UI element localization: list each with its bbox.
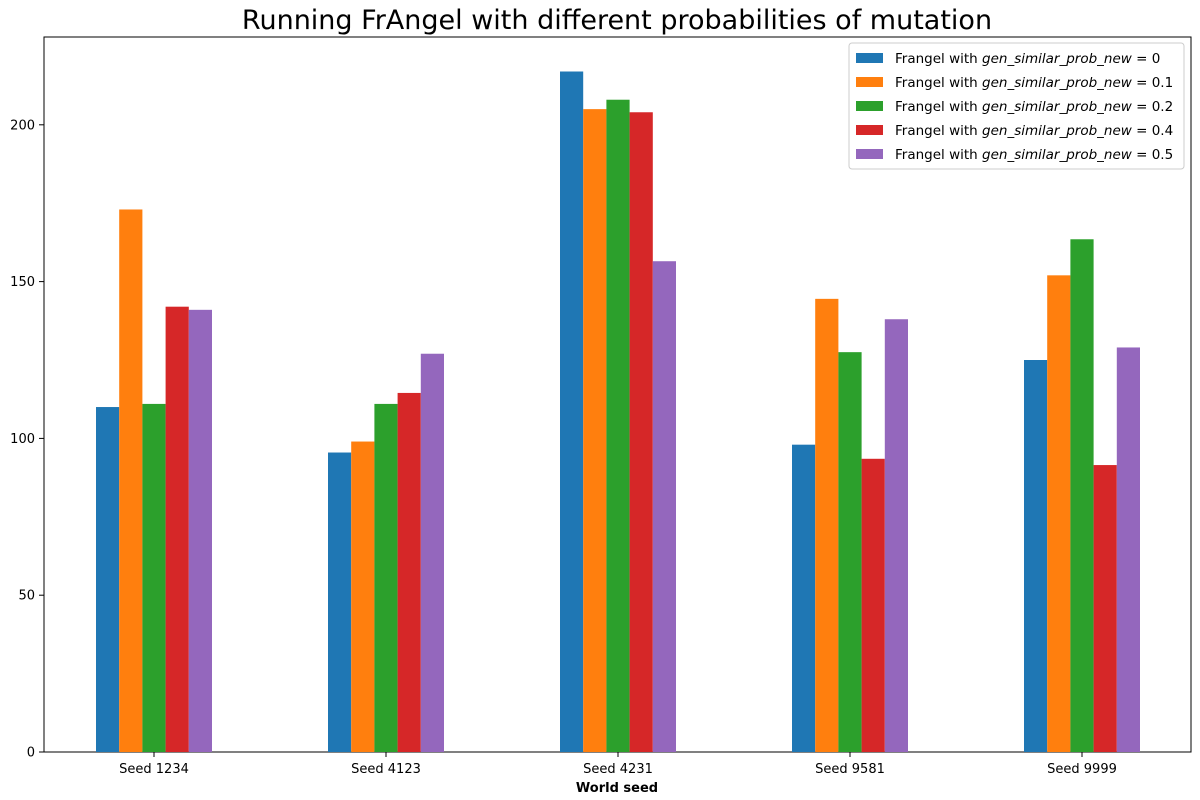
bar-series-3-cat-4 xyxy=(1093,465,1117,752)
y-tick-label: 150 xyxy=(10,275,35,290)
x-axis-label: World seed xyxy=(576,781,658,796)
bar-series-2-cat-1 xyxy=(374,403,398,752)
legend-entry-2: Frangel with gen_similar_prob_new = 0.2 xyxy=(895,99,1173,115)
legend-variable: gen_similar_prob_new xyxy=(982,123,1133,139)
bar-series-2-cat-4 xyxy=(1070,239,1094,752)
legend-prefix: Frangel with xyxy=(895,123,982,139)
bar-series-4-cat-3 xyxy=(884,319,908,752)
legend-swatch-0 xyxy=(856,53,883,63)
bar-series-2-cat-2 xyxy=(606,99,630,753)
legend-variable: gen_similar_prob_new xyxy=(982,147,1133,163)
bar-series-4-cat-1 xyxy=(420,353,444,752)
bar-series-0-cat-2 xyxy=(560,71,584,752)
bar-series-3-cat-2 xyxy=(629,112,653,752)
bar-series-1-cat-3 xyxy=(815,298,839,752)
y-tick-label: 100 xyxy=(10,432,35,447)
legend-swatch-4 xyxy=(856,149,883,159)
x-tick-label: Seed 9581 xyxy=(815,762,885,777)
legend-swatch-2 xyxy=(856,101,883,111)
bar-series-1-cat-0 xyxy=(119,209,143,753)
bar-series-1-cat-4 xyxy=(1047,275,1071,752)
legend-variable: gen_similar_prob_new xyxy=(982,51,1133,67)
legend-variable: gen_similar_prob_new xyxy=(982,99,1133,115)
y-tick-label: 50 xyxy=(18,589,35,604)
bar-series-4-cat-0 xyxy=(188,309,212,752)
legend-suffix: = 0.5 xyxy=(1132,147,1173,163)
legend-prefix: Frangel with xyxy=(895,147,982,163)
legend-box xyxy=(848,42,1185,170)
x-tick-label: Seed 4123 xyxy=(351,762,421,777)
bar-series-0-cat-0 xyxy=(96,407,120,752)
legend-swatch-3 xyxy=(856,125,883,135)
legend-suffix: = 0.1 xyxy=(1132,75,1173,91)
y-axis: 0 50 100 150 200 xyxy=(10,118,44,761)
bar-series-3-cat-3 xyxy=(861,458,885,752)
legend-entry-1: Frangel with gen_similar_prob_new = 0.1 xyxy=(895,75,1173,91)
y-tick-label: 0 xyxy=(27,746,35,761)
bar-series-4-cat-4 xyxy=(1116,347,1140,752)
legend-entry-4: Frangel with gen_similar_prob_new = 0.5 xyxy=(895,147,1173,163)
legend-prefix: Frangel with xyxy=(895,99,982,115)
bar-series-3-cat-0 xyxy=(165,306,189,752)
x-tick-label: Seed 9999 xyxy=(1047,762,1117,777)
bar-series-2-cat-0 xyxy=(142,403,166,752)
chart-title: Running FrAngel with different probabili… xyxy=(242,5,992,36)
legend-entry-0: Frangel with gen_similar_prob_new = 0 xyxy=(895,51,1160,67)
bar-series-1-cat-2 xyxy=(583,109,607,752)
legend-swatch-1 xyxy=(856,77,883,87)
legend-prefix: Frangel with xyxy=(895,51,982,67)
bars-layer xyxy=(96,71,1140,753)
legend: Frangel with gen_similar_prob_new = 0Fra… xyxy=(848,42,1185,170)
legend-prefix: Frangel with xyxy=(895,75,982,91)
bar-series-0-cat-4 xyxy=(1024,360,1048,752)
legend-entry-3: Frangel with gen_similar_prob_new = 0.4 xyxy=(895,123,1173,139)
legend-suffix: = 0.4 xyxy=(1132,123,1173,139)
bar-series-4-cat-2 xyxy=(652,261,676,752)
bar-series-3-cat-1 xyxy=(397,392,421,752)
y-tick-label: 200 xyxy=(10,118,35,133)
bar-series-0-cat-3 xyxy=(792,444,816,752)
bar-series-2-cat-3 xyxy=(838,352,862,752)
legend-suffix: = 0 xyxy=(1132,51,1160,67)
x-axis: Seed 1234 Seed 4123 Seed 4231 Seed 9581 Seed… xyxy=(119,752,1117,777)
legend-suffix: = 0.2 xyxy=(1132,99,1173,115)
x-tick-label: Seed 4231 xyxy=(583,762,653,777)
bar-series-1-cat-1 xyxy=(351,441,375,752)
legend-variable: gen_similar_prob_new xyxy=(982,75,1133,91)
bar-series-0-cat-1 xyxy=(328,452,352,752)
x-tick-label: Seed 1234 xyxy=(119,762,189,777)
